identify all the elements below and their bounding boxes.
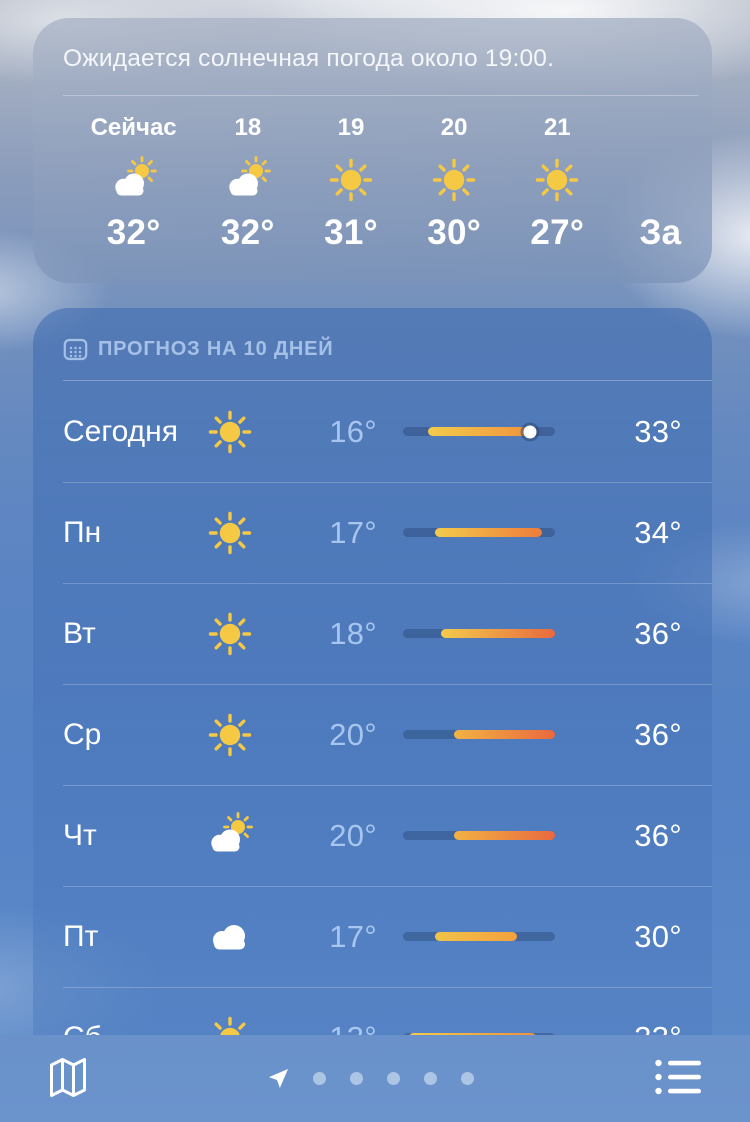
day-label: Пн [63, 515, 102, 549]
low-temp: 20° [329, 716, 377, 752]
hour-label: 19 [337, 114, 365, 141]
high-temp: 36° [634, 615, 682, 651]
temp-bar-fill [441, 629, 555, 638]
temp-range-bar [403, 528, 555, 537]
partly-cloudy-icon [224, 156, 272, 204]
high-temp: 36° [634, 716, 682, 752]
hour-item: 18 32° [196, 113, 299, 253]
map-button[interactable] [48, 1056, 88, 1102]
temp-range-bar [403, 831, 555, 840]
cloud-icon [206, 913, 254, 961]
low-temp: 17° [329, 514, 377, 550]
high-temp: 30° [634, 918, 682, 954]
divider [63, 95, 698, 96]
sun-icon [206, 408, 254, 456]
temp-bar-fill [453, 730, 555, 739]
hourly-forecast-card: Ожидается солнечная погода около 19:00. … [33, 18, 712, 283]
calendar-icon [63, 337, 88, 362]
condition-summary-text: Ожидается солнечная погода около 19:00. [63, 45, 555, 72]
hour-temp: За [639, 213, 682, 252]
day-forecast-row[interactable]: Вт 18° 36° [33, 583, 712, 684]
hour-item: За [609, 113, 712, 253]
hour-label: Сейчас [90, 114, 177, 141]
day-forecast-row[interactable]: Сегодня 16° 33° [33, 381, 712, 482]
page-dot[interactable] [350, 1072, 363, 1085]
day-forecast-row[interactable]: Пт 17° 30° [33, 886, 712, 987]
hour-item: 19 31° [299, 113, 402, 253]
hour-temp: 27° [530, 213, 585, 252]
sun-icon [430, 156, 478, 204]
sun-icon [206, 711, 254, 759]
sun-icon [206, 509, 254, 557]
page-dot[interactable] [461, 1072, 474, 1085]
page-indicator[interactable] [268, 1068, 474, 1089]
hour-temp: 30° [427, 213, 482, 252]
day-rows: Сегодня 16° 33° Пн 17° 34° Вт 18° 36° Ср… [33, 381, 712, 1088]
sun-icon [206, 610, 254, 658]
temp-range-bar [403, 932, 555, 941]
temp-bar-fill [434, 528, 543, 537]
hour-temp: 32° [106, 213, 161, 252]
temp-bar-fill [453, 831, 555, 840]
temp-range-bar [403, 730, 555, 739]
hour-item: Сейчас 32° [71, 113, 196, 253]
hour-label: 21 [543, 114, 571, 141]
ten-day-forecast-card: ПРОГНОЗ НА 10 ДНЕЙ Сегодня 16° 33° Пн 17… [33, 308, 712, 1122]
sun-icon [533, 156, 581, 204]
day-forecast-row[interactable]: Пн 17° 34° [33, 482, 712, 583]
page-dot[interactable] [387, 1072, 400, 1085]
temp-range-bar [403, 425, 555, 438]
day-forecast-row[interactable]: Ср 20° 36° [33, 684, 712, 785]
hour-label: 20 [440, 114, 468, 141]
hour-item: 20 30° [403, 113, 506, 253]
day-label: Пт [63, 919, 99, 953]
day-label: Вт [63, 616, 96, 650]
high-temp: 33° [634, 413, 682, 449]
temp-bar-fill [428, 427, 536, 436]
temp-bar-fill [434, 932, 517, 941]
low-temp: 18° [329, 615, 377, 651]
hour-item: 21 27° [506, 113, 609, 253]
hour-label: 18 [234, 114, 262, 141]
forecast-header-label: ПРОГНОЗ НА 10 ДНЕЙ [98, 338, 334, 360]
hourly-scroll-strip[interactable]: Сейчас 32° 18 32° 19 31° 20 30° 21 27° З… [33, 113, 712, 253]
temp-range-bar [403, 629, 555, 638]
list-icon [654, 1057, 702, 1100]
location-arrow-icon [268, 1068, 289, 1089]
hour-temp: 31° [324, 213, 378, 252]
high-temp: 36° [634, 817, 682, 853]
sun-icon [327, 156, 375, 204]
list-button[interactable] [654, 1057, 702, 1100]
low-temp: 16° [329, 413, 377, 449]
page-dot[interactable] [424, 1072, 437, 1085]
low-temp: 20° [329, 817, 377, 853]
map-icon [48, 1056, 88, 1102]
day-label: Чт [63, 818, 97, 852]
high-temp: 34° [634, 514, 682, 550]
current-temp-dot [523, 425, 537, 438]
hour-temp: 32° [220, 213, 275, 252]
page-dot[interactable] [313, 1072, 326, 1085]
partly-cloudy-icon [110, 156, 158, 204]
low-temp: 17° [329, 918, 377, 954]
day-label: Ср [63, 717, 102, 751]
partly-cloudy-icon [206, 811, 254, 860]
divider [63, 380, 712, 381]
day-label: Сегодня [63, 414, 178, 448]
bottom-toolbar [0, 1035, 750, 1122]
forecast-header: ПРОГНОЗ НА 10 ДНЕЙ [33, 308, 712, 366]
none-icon [636, 156, 684, 204]
day-forecast-row[interactable]: Чт 20° 36° [33, 785, 712, 886]
